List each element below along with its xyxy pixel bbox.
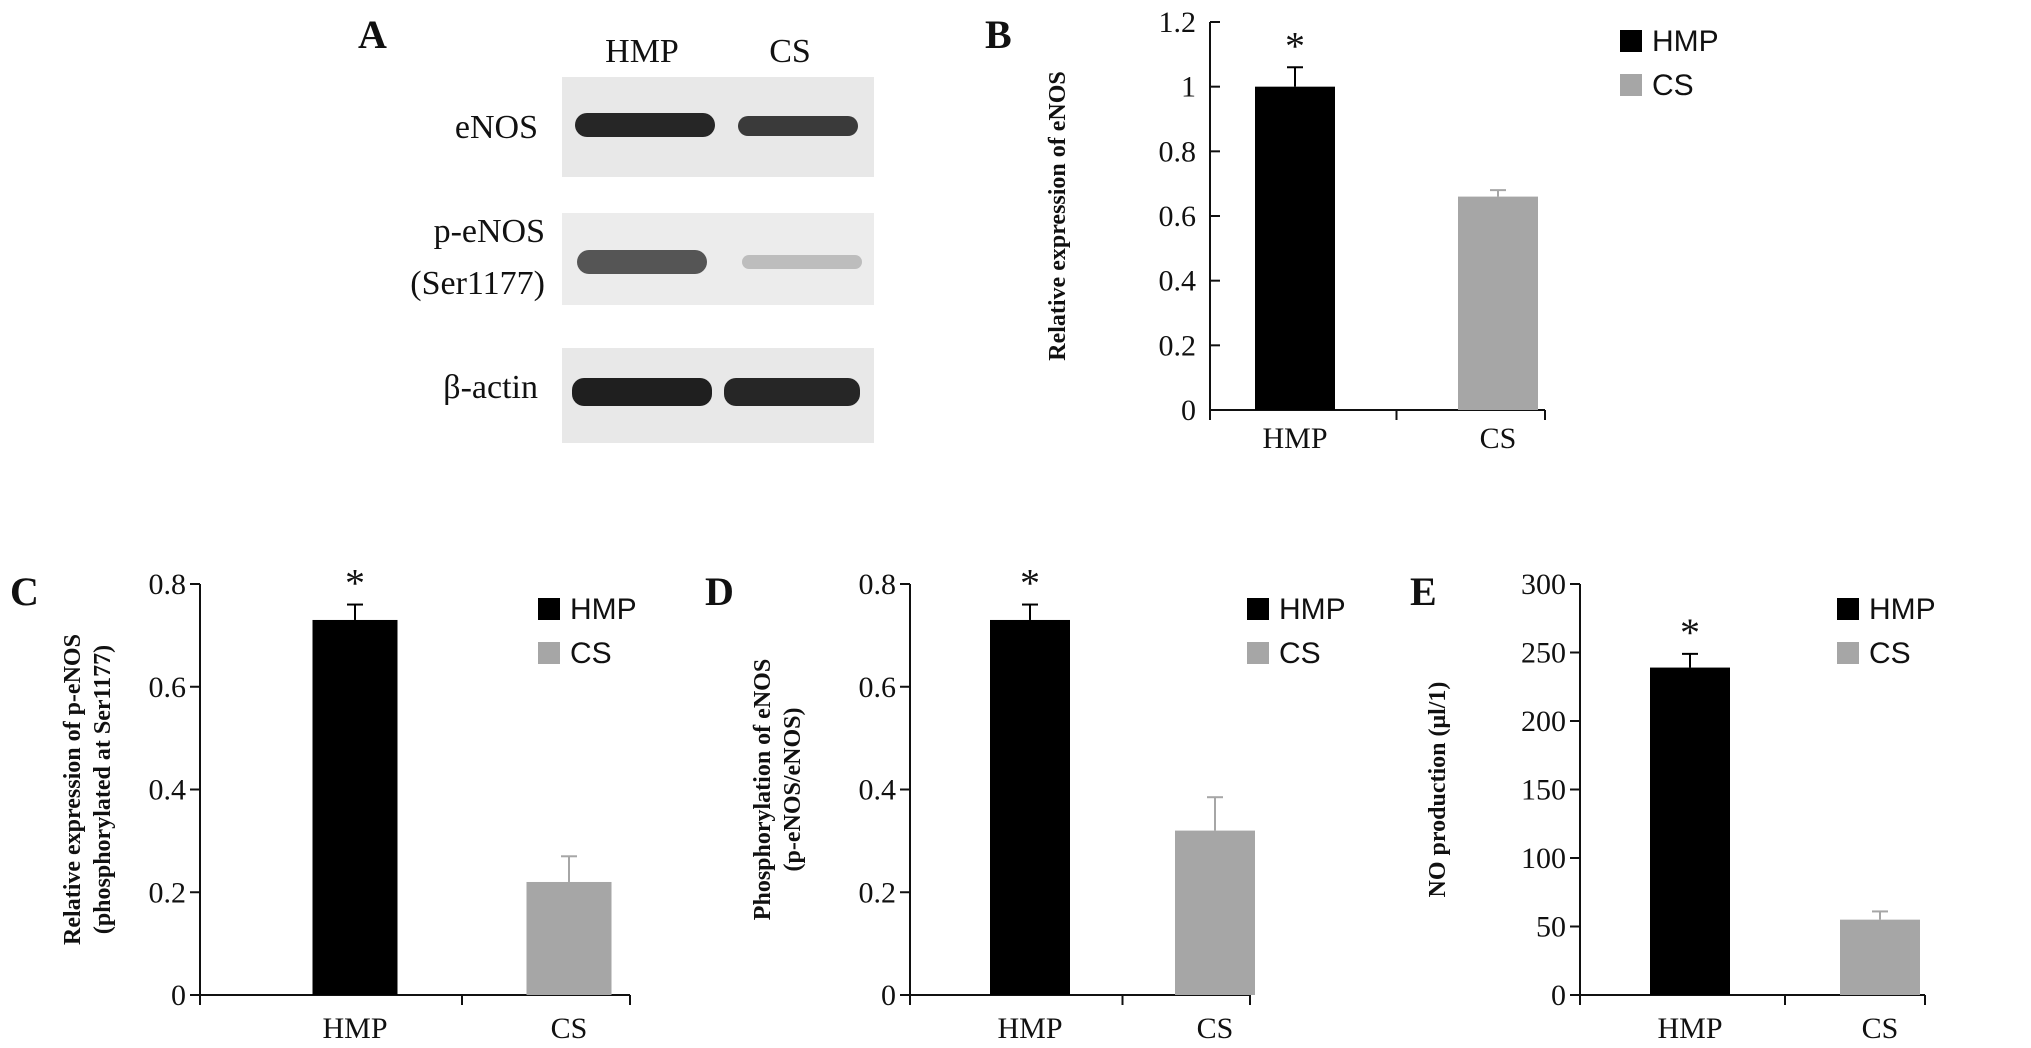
bar-d-cs (1175, 830, 1255, 995)
legend-label-d-hmp: HMP (1279, 593, 1346, 626)
chart-panel-b: B 0 0.2 0.4 0.6 0.8 1 1.2 * HMP CS Relative express… (985, 6, 1719, 455)
legend-label-b-cs: CS (1652, 69, 1694, 102)
y-tick-label-b: 1.2 (1159, 6, 1197, 39)
y-axis-label-c: Relative expression of p-eNOS (60, 634, 86, 945)
blot-band-penos-hmp (577, 250, 707, 274)
y-tick-label-d: 0.2 (859, 876, 897, 909)
bar-e-hmp (1650, 667, 1730, 995)
y-axis-label-e: NO production (μl/1) (1425, 682, 1451, 898)
legend-swatch-e-hmp (1837, 598, 1859, 620)
legend-swatch-b-cs (1620, 74, 1642, 96)
bar-e-cs (1840, 919, 1920, 995)
y-axis-label-c: (phosphorylated at Ser1177) (90, 645, 116, 934)
lane-label-hmp: HMP (605, 33, 679, 70)
significance-star-b: * (1285, 23, 1305, 68)
legend-swatch-d-hmp (1247, 598, 1269, 620)
legend-swatch-d-cs (1247, 642, 1269, 664)
y-tick-label-b: 0 (1181, 394, 1196, 427)
y-tick-label-b: 0.2 (1159, 329, 1197, 362)
y-tick-label-e: 0 (1551, 979, 1566, 1012)
chart-panel-c: C 0 0.2 0.4 0.6 0.8 * HMP CS Relative expression … (10, 561, 637, 1045)
panel-a-letter: A (358, 12, 387, 57)
significance-star-e: * (1680, 610, 1700, 655)
lane-label-cs: CS (769, 33, 811, 70)
y-tick-label-e: 150 (1521, 774, 1566, 807)
legend-swatch-c-hmp (538, 598, 560, 620)
y-tick-label-e: 100 (1521, 842, 1566, 875)
chart-panel-d: D 0 0.2 0.4 0.6 0.8 * HMP CS Phosphorylation of e… (705, 561, 1346, 1045)
significance-star-d: * (1020, 561, 1040, 606)
bar-c-cs (526, 881, 612, 995)
row-label-ser1177: (Ser1177) (410, 265, 545, 302)
row-label-penos: p-eNOS (434, 213, 545, 250)
y-tick-label-c: 0.2 (149, 876, 187, 909)
legend-label-e-cs: CS (1869, 637, 1911, 670)
bar-b-cs (1458, 196, 1538, 410)
panel-e-letter: E (1410, 569, 1437, 614)
y-axis-label-b: Relative expression of eNOS (1045, 71, 1071, 361)
legend-label-c-cs: CS (570, 637, 612, 670)
x-category-label-b: HMP (1262, 422, 1327, 455)
blot-band-penos-cs (742, 255, 862, 269)
chart-panel-e: E 0 50 100 150 200 250 300 * HMP CS NO production (… (1410, 568, 1936, 1045)
y-axis-label-d: (p-eNOS/eNOS) (780, 708, 806, 872)
legend-swatch-b-hmp (1620, 30, 1642, 52)
y-tick-label-e: 200 (1521, 705, 1566, 738)
panel-b-letter: B (985, 12, 1012, 57)
x-category-label-d: CS (1197, 1012, 1234, 1045)
x-category-label-e: CS (1862, 1012, 1899, 1045)
y-tick-label-b: 0.8 (1159, 135, 1197, 168)
panel-d-letter: D (705, 569, 734, 614)
legend-label-c-hmp: HMP (570, 593, 637, 626)
y-tick-label-d: 0.4 (859, 774, 897, 807)
bar-d-hmp (990, 619, 1070, 995)
bar-b-hmp (1255, 86, 1335, 411)
y-tick-label-b: 0.4 (1159, 265, 1197, 298)
legend-label-e-hmp: HMP (1869, 593, 1936, 626)
y-tick-label-e: 300 (1521, 568, 1566, 601)
y-tick-label-d: 0 (881, 979, 896, 1012)
x-category-label-e: HMP (1657, 1012, 1722, 1045)
legend-swatch-e-cs (1837, 642, 1859, 664)
x-category-label-b: CS (1480, 422, 1517, 455)
bar-c-hmp (312, 619, 398, 995)
blot-band-enos-hmp (575, 113, 715, 137)
y-tick-label-b: 1 (1181, 71, 1196, 104)
y-tick-label-d: 0.6 (859, 671, 897, 704)
significance-star-c: * (345, 561, 365, 606)
x-category-label-c: CS (551, 1012, 588, 1045)
blot-band-enos-cs (738, 116, 858, 136)
y-tick-label-e: 50 (1536, 911, 1566, 944)
x-category-label-c: HMP (322, 1012, 387, 1045)
legend-label-b-hmp: HMP (1652, 25, 1719, 58)
legend-swatch-c-cs (538, 642, 560, 664)
y-axis-label-d: Phosphorylation of eNOS (750, 659, 776, 920)
legend-label-d-cs: CS (1279, 637, 1321, 670)
x-category-label-d: HMP (997, 1012, 1062, 1045)
y-tick-label-b: 0.6 (1159, 200, 1197, 233)
y-tick-label-c: 0.4 (149, 774, 187, 807)
y-tick-label-c: 0.6 (149, 671, 187, 704)
blot-band-actin-hmp (572, 378, 712, 406)
y-tick-label-d: 0.8 (859, 568, 897, 601)
y-tick-label-c: 0 (171, 979, 186, 1012)
y-tick-label-c: 0.8 (149, 568, 187, 601)
row-label-beta-actin: β-actin (443, 369, 538, 406)
blot-band-actin-cs (724, 378, 860, 406)
bar-charts: B 0 0.2 0.4 0.6 0.8 1 1.2 * HMP CS Relative express… (10, 6, 1936, 1045)
panel-a-western-blot: A HMP CS eNOS p-eNOS (Ser1177) β-actin (358, 12, 874, 443)
y-tick-label-e: 250 (1521, 637, 1566, 670)
row-label-enos: eNOS (455, 109, 538, 146)
panel-c-letter: C (10, 569, 39, 614)
